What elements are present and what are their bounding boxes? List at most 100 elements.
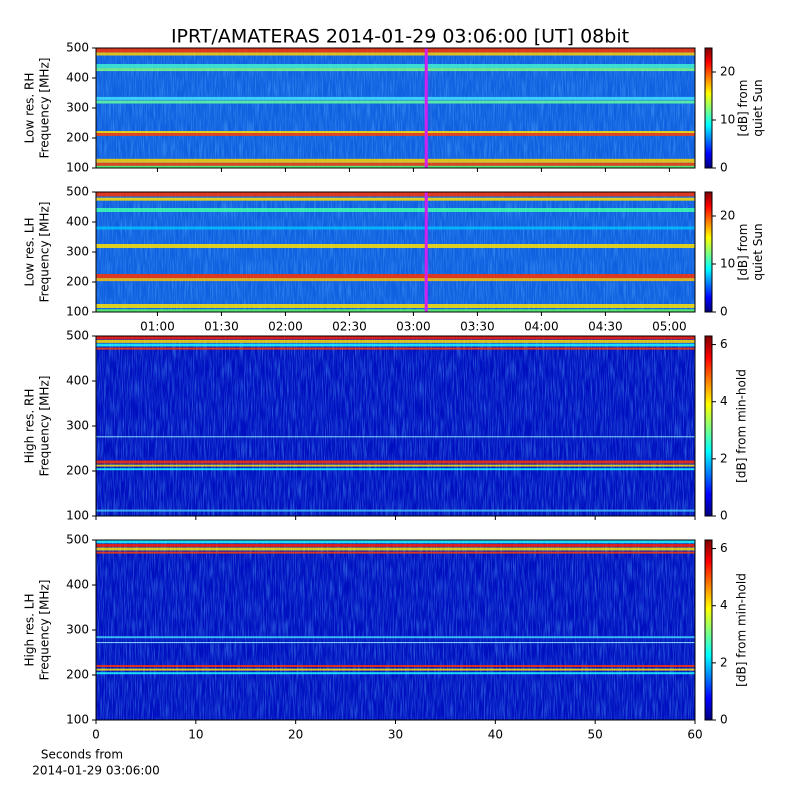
spectrogram-band (96, 540, 695, 544)
spectrogram-band (96, 96, 695, 100)
x-tick-label: 02:00 (268, 320, 303, 334)
spectrogram-band (96, 668, 695, 671)
y-tick-label: 300 (66, 101, 89, 115)
x-axis-label: Seconds from (41, 748, 123, 762)
x-tick-label: 30 (388, 728, 403, 742)
colorbar-tick-label: 4 (720, 598, 728, 612)
colorbar-tick-label: 10 (720, 113, 735, 127)
spectrogram-band (96, 665, 695, 667)
chart-title: IPRT/AMATERAS 2014-01-29 03:06:00 [UT] 0… (171, 26, 629, 48)
x-tick-label: 04:30 (588, 320, 623, 334)
x-tick-label: 10 (188, 728, 203, 742)
spectrogram-band (96, 131, 695, 133)
spectrogram-band (96, 52, 695, 56)
y-tick-label: 300 (66, 419, 89, 433)
spectrogram-band (96, 165, 695, 168)
spectrogram-band (96, 132, 695, 136)
y-tick-label: 400 (66, 215, 89, 229)
spectrogram-noise (96, 540, 695, 720)
spectrogram-band (96, 436, 695, 438)
y-tick-label: 400 (66, 374, 89, 388)
x-tick-label: 20 (288, 728, 303, 742)
y-tick-label: 300 (66, 623, 89, 637)
spectrogram-band (96, 197, 695, 201)
spectrogram-noise (96, 336, 695, 516)
colorbar-tick-label: 0 (720, 713, 728, 727)
y-tick-label: 500 (66, 185, 89, 199)
spectrogram-band (96, 309, 695, 313)
spectrogram-band (96, 100, 695, 104)
spectrogram-band (96, 208, 695, 212)
colorbar-label: [dB] from (736, 80, 750, 137)
spectrogram-band (96, 226, 695, 230)
y-tick-label: 500 (66, 533, 89, 547)
colorbar-tick-label: 10 (720, 257, 735, 271)
spectrogram-band (96, 278, 695, 282)
y-axis-label: Low res. RH (23, 73, 37, 144)
spectrogram-band (96, 48, 695, 53)
spectrogram-band (96, 464, 695, 467)
y-tick-label: 100 (66, 509, 89, 523)
y-axis-label: Low res. LH (23, 217, 37, 286)
spectrogram-band (96, 336, 695, 340)
spectrogram-band (96, 551, 695, 554)
y-tick-label: 200 (66, 464, 89, 478)
colorbar (704, 539, 713, 721)
y-axis-label: Frequency [MHz] (38, 202, 52, 303)
spectrogram-band (96, 162, 695, 166)
x-tick-label: 05:00 (652, 320, 687, 334)
colorbar-tick-label: 4 (720, 394, 728, 408)
spectrogram-band (96, 304, 695, 308)
spectrogram-band (96, 672, 695, 675)
y-axis-label: Frequency [MHz] (38, 580, 52, 681)
colorbar (704, 335, 713, 517)
colorbar-tick-label: 2 (720, 451, 728, 465)
y-tick-label: 500 (66, 41, 89, 55)
spectrogram-band (96, 192, 695, 197)
x-tick-label: 40 (488, 728, 503, 742)
colorbar (704, 47, 713, 169)
colorbar-label: [dB] from (736, 224, 750, 281)
spectrogram-band (96, 64, 695, 68)
spectrogram-band (96, 543, 695, 547)
spectrogram-band (96, 547, 695, 551)
colorbar-label: [dB] from min-hold (735, 573, 749, 687)
y-tick-label: 100 (66, 713, 89, 727)
x-tick-label: 02:30 (332, 320, 367, 334)
y-axis-label: High res. LH (23, 593, 37, 666)
y-tick-label: 200 (66, 275, 89, 289)
colorbar-tick-label: 0 (720, 305, 728, 319)
y-tick-label: 100 (66, 305, 89, 319)
y-axis-label: High res. RH (23, 389, 37, 464)
y-axis-label: Frequency [MHz] (38, 58, 52, 159)
spectrogram-band (96, 244, 695, 248)
x-tick-label: 03:00 (396, 320, 431, 334)
x-tick-label: 01:30 (204, 320, 239, 334)
x-tick-label: 04:00 (524, 320, 559, 334)
colorbar-label: quiet Sun (751, 223, 765, 280)
y-tick-label: 200 (66, 131, 89, 145)
y-tick-label: 100 (66, 161, 89, 175)
colorbar-tick-label: 0 (720, 509, 728, 523)
colorbar-tick-label: 20 (720, 209, 735, 223)
y-axis-label: Frequency [MHz] (38, 376, 52, 477)
spectrogram-band (96, 347, 695, 350)
spectrogram-band (96, 158, 695, 163)
x-tick-label: 01:00 (140, 320, 175, 334)
colorbar-tick-label: 6 (720, 337, 728, 351)
colorbar-label: quiet Sun (751, 79, 765, 136)
spectrogram-band (96, 274, 695, 278)
colorbar-tick-label: 20 (720, 65, 735, 79)
spectrogram-band (96, 509, 695, 512)
x-tick-label: 03:30 (460, 320, 495, 334)
y-tick-label: 400 (66, 71, 89, 85)
y-tick-label: 300 (66, 245, 89, 259)
spectrogram-band (96, 339, 695, 343)
y-tick-label: 200 (66, 668, 89, 682)
spectrogram-band (96, 642, 695, 644)
spectrogram-band (96, 343, 695, 347)
x-tick-label: 60 (687, 728, 702, 742)
colorbar-label: [dB] from min-hold (735, 369, 749, 483)
spectrogram-band (96, 460, 695, 464)
